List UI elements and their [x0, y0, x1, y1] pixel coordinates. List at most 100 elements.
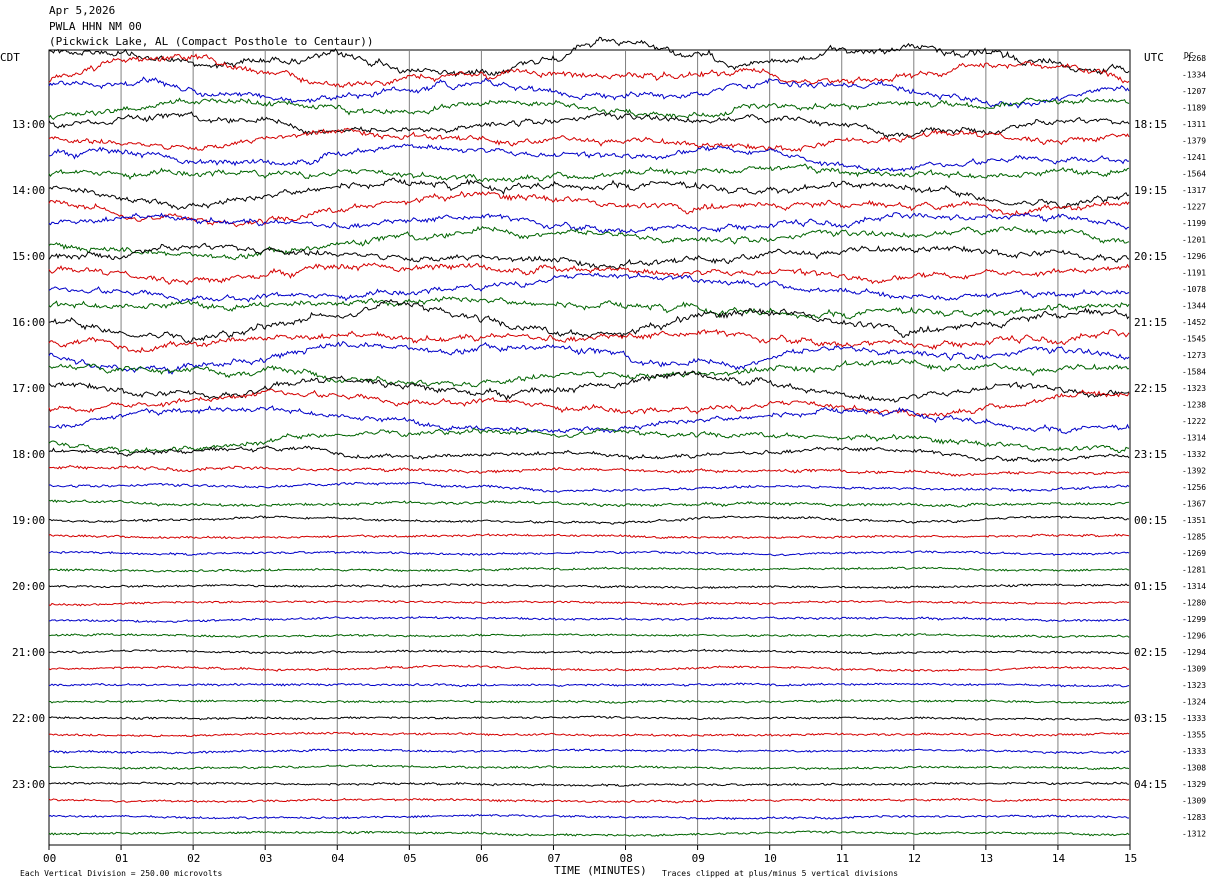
- trace-line: [48, 111, 1130, 139]
- dc-offset-label: -1294: [1182, 648, 1206, 657]
- chart-date: Apr 5,2026: [49, 4, 116, 17]
- station-location: (Pickwick Lake, AL (Compact Posthole to …: [49, 35, 374, 48]
- dc-offset-label: -1189: [1182, 104, 1206, 113]
- dc-offset-label: -1296: [1182, 632, 1206, 641]
- dc-offset-label: -1201: [1182, 236, 1206, 245]
- dc-offset-label: -1309: [1182, 665, 1206, 674]
- cdt-hour-label: 17:00: [12, 382, 45, 395]
- x-tick-label: 15: [1124, 852, 1137, 865]
- trace-line: [48, 262, 1130, 286]
- utc-hour-label: 04:15: [1134, 778, 1167, 791]
- trace-line: [48, 405, 1130, 435]
- trace-line: [48, 715, 1130, 721]
- dc-offset-label: -1323: [1182, 681, 1206, 690]
- dc-offset-label: -1452: [1182, 318, 1206, 327]
- trace-line: [48, 177, 1130, 211]
- trace-line: [48, 633, 1130, 639]
- x-tick-label: 05: [403, 852, 416, 865]
- dc-offset-label: -1317: [1182, 186, 1206, 195]
- cdt-hour-label: 22:00: [12, 712, 45, 725]
- dc-offset-label: -1269: [1182, 549, 1206, 558]
- trace-line: [48, 830, 1130, 837]
- trace-line: [48, 781, 1130, 787]
- dc-offset-label: -1308: [1182, 764, 1206, 773]
- dc-offset-label: -1545: [1182, 335, 1206, 344]
- trace-line: [48, 53, 1130, 89]
- trace-line: [48, 748, 1130, 755]
- x-tick-label: 03: [259, 852, 272, 865]
- dc-offset-label: -1207: [1182, 87, 1206, 96]
- dc-offset-label: -1367: [1182, 500, 1206, 509]
- trace-line: [48, 550, 1130, 557]
- trace-line: [48, 127, 1130, 153]
- trace-line: [48, 242, 1130, 271]
- scale-note: Each Vertical Division = 250.00 microvol…: [20, 869, 222, 878]
- trace-line: [48, 731, 1130, 738]
- trace-line: [48, 682, 1130, 688]
- x-tick-label: 00: [43, 852, 56, 865]
- dc-offset-label: -1312: [1182, 830, 1206, 839]
- trace-line: [48, 797, 1130, 804]
- cdt-hour-label: 21:00: [12, 646, 45, 659]
- cdt-hour-label: 14:00: [12, 184, 45, 197]
- utc-hour-label: 20:15: [1134, 250, 1167, 263]
- cdt-hour-label: 15:00: [12, 250, 45, 263]
- x-tick-label: 08: [620, 852, 633, 865]
- dc-offset-label: -1344: [1182, 302, 1206, 311]
- trace-line: [49, 699, 1130, 705]
- seismic-traces: [48, 36, 1130, 837]
- trace-line: [48, 464, 1130, 477]
- trace-line: [48, 76, 1130, 109]
- dc-offset-label: -1199: [1182, 219, 1206, 228]
- trace-line: [48, 813, 1129, 821]
- trace-line: [48, 499, 1130, 508]
- dc-offset-label: -1309: [1182, 797, 1206, 806]
- dc-offset-label: -1392: [1182, 467, 1206, 476]
- station-code: PWLA HHN NM 00: [49, 20, 142, 33]
- dc-offset-label: -1227: [1182, 203, 1206, 212]
- grid-lines: [48, 49, 1131, 850]
- trace-line: [48, 648, 1130, 655]
- trace-line: [48, 388, 1130, 418]
- dc-offset-label: -1323: [1182, 384, 1206, 393]
- trace-line: [48, 566, 1130, 573]
- right-axis-label: UTC: [1144, 51, 1164, 64]
- trace-line: [48, 664, 1130, 672]
- trace-line: [48, 36, 1130, 77]
- utc-hour-label: 02:15: [1134, 646, 1167, 659]
- trace-line: [48, 272, 1130, 303]
- dc-offset-label: -1584: [1182, 368, 1206, 377]
- trace-line: [48, 296, 1130, 320]
- x-tick-label: 04: [331, 852, 345, 865]
- x-tick-label: 13: [980, 852, 993, 865]
- axis-labels: 00 01 02 03 04 05 06 07 08 09 10 11 12 13 14 15 13:00 18:…: [12, 54, 1206, 865]
- x-axis-title: TIME (MINUTES): [554, 864, 647, 877]
- utc-hour-label: 21:15: [1134, 316, 1167, 329]
- x-tick-label: 12: [908, 852, 921, 865]
- trace-line: [48, 427, 1130, 454]
- trace-line: [48, 298, 1130, 344]
- trace-line: [48, 212, 1130, 234]
- dc-offset-label: -1333: [1182, 714, 1206, 723]
- utc-hour-label: 22:15: [1134, 382, 1167, 395]
- x-tick-label: 06: [475, 852, 488, 865]
- x-tick-label: 09: [692, 852, 705, 865]
- clip-note: Traces clipped at plus/minus 5 vertical …: [662, 869, 898, 878]
- dc-offset-label: -1564: [1182, 170, 1206, 179]
- dc-offset-label: -1268: [1182, 54, 1206, 63]
- x-tick-label: 10: [764, 852, 777, 865]
- utc-hour-label: 03:15: [1134, 712, 1167, 725]
- dc-offset-label: -1281: [1182, 566, 1206, 575]
- cdt-hour-label: 18:00: [12, 448, 45, 461]
- dc-offset-label: -1222: [1182, 417, 1206, 426]
- utc-hour-label: 01:15: [1134, 580, 1167, 593]
- dc-offset-label: -1334: [1182, 71, 1206, 80]
- dc-label: DC: [1184, 51, 1194, 60]
- x-tick-label: 14: [1052, 852, 1066, 865]
- dc-offset-label: -1280: [1182, 599, 1206, 608]
- dc-offset-label: -1355: [1182, 731, 1206, 740]
- cdt-hour-label: 19:00: [12, 514, 45, 527]
- dc-offset-label: -1283: [1182, 813, 1206, 822]
- dc-offset-label: -1314: [1182, 434, 1206, 443]
- dc-offset-label: -1329: [1182, 780, 1206, 789]
